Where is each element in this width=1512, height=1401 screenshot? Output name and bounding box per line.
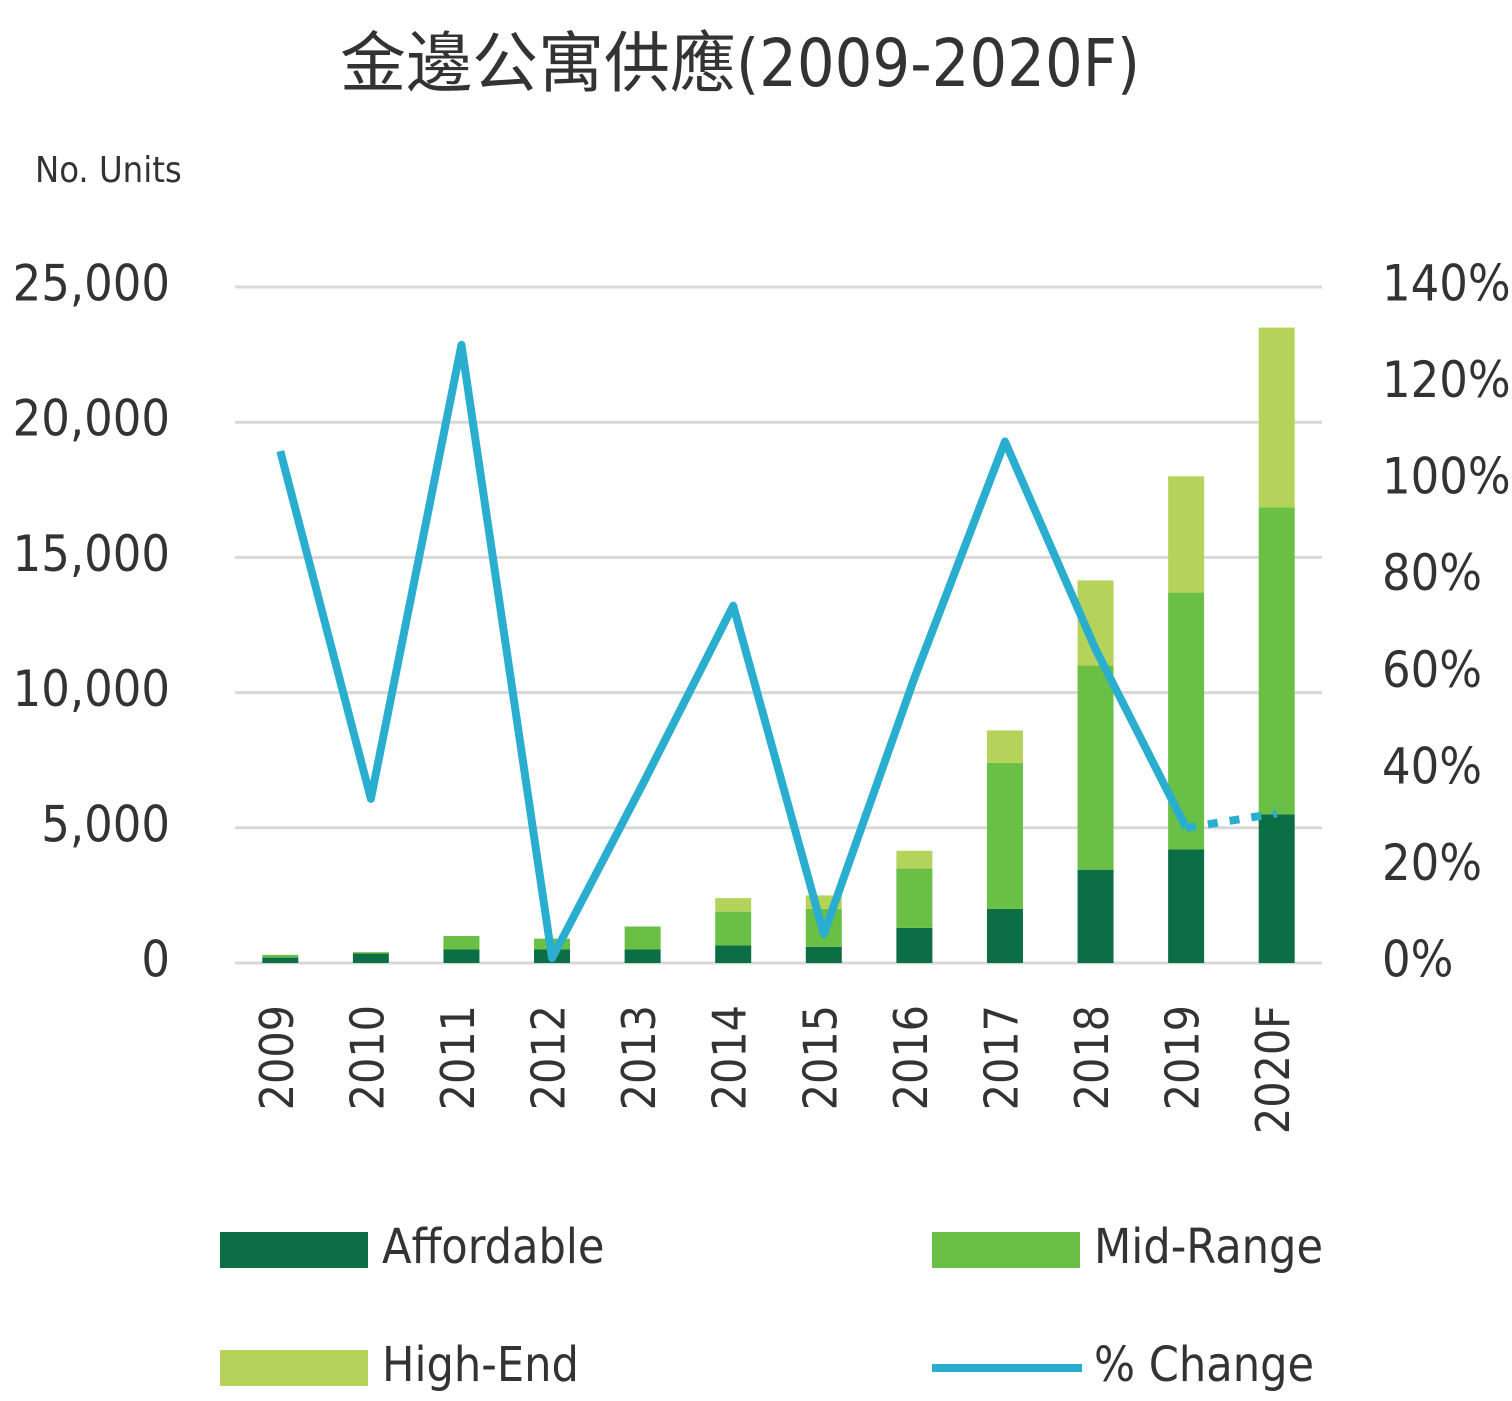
legend-label: % Change: [1094, 1337, 1314, 1393]
y-tick-label: 25,000: [13, 255, 170, 313]
y2-tick-label: 100%: [1382, 448, 1511, 506]
bar: [896, 850, 933, 869]
bar: [443, 949, 480, 963]
y-tick-label: 0: [141, 931, 170, 989]
x-tick-label: 2014: [703, 1005, 757, 1110]
x-tick-label: 2017: [974, 1005, 1028, 1110]
x-tick-label: 2019: [1156, 1005, 1210, 1110]
y2-tick-label: 20%: [1382, 834, 1482, 892]
x-tick-label: 2009: [250, 1005, 304, 1110]
x-tick-label: 2010: [340, 1005, 394, 1110]
bar: [986, 908, 1023, 963]
y-tick-label: 10,000: [13, 660, 170, 718]
bar: [1077, 869, 1114, 963]
bar: [1168, 849, 1205, 963]
y-tick-label: 15,000: [13, 525, 170, 583]
bar: [624, 949, 661, 963]
x-tick-label: 2012: [522, 1005, 576, 1110]
bar: [352, 953, 389, 963]
bar: [715, 898, 752, 912]
bar: [1258, 814, 1295, 963]
bar: [715, 945, 752, 963]
bar: [896, 927, 933, 963]
x-tick-label: 2016: [884, 1005, 938, 1110]
bar: [262, 954, 299, 958]
bar: [443, 935, 480, 950]
bar: [1168, 476, 1205, 593]
y2-tick-label: 60%: [1382, 641, 1482, 699]
legend-label: Mid-Range: [1094, 1219, 1323, 1275]
x-tick-label: 2018: [1065, 1005, 1119, 1110]
bar: [1077, 665, 1114, 870]
line-forecast: [1185, 809, 1278, 832]
bar: [1258, 327, 1295, 508]
legend-swatch: [220, 1350, 368, 1386]
x-tick-label: 2011: [431, 1005, 485, 1110]
line: [276, 340, 1190, 963]
legend-label: High-End: [382, 1337, 579, 1393]
y2-tick-label: 140%: [1382, 255, 1511, 313]
y2-tick-label: 0%: [1382, 931, 1453, 989]
bar: [624, 926, 661, 950]
bar: [1258, 507, 1295, 815]
bar: [896, 868, 933, 928]
y-axis-label: No. Units: [35, 150, 182, 191]
bar: [262, 957, 299, 963]
bar: [986, 730, 1023, 763]
x-tick-label: 2013: [612, 1005, 666, 1110]
bar: [805, 946, 842, 963]
chart-title: 金邊公寓供應(2009-2020F): [340, 25, 1140, 102]
bar: [715, 911, 752, 946]
legend-label: Affordable: [382, 1219, 604, 1275]
bar: [986, 762, 1023, 909]
y-tick-label: 5,000: [41, 795, 170, 853]
legend-swatch: [932, 1232, 1080, 1268]
x-tick-label: 2020F: [1246, 1005, 1300, 1134]
legend-swatch: [220, 1232, 368, 1268]
y2-tick-label: 120%: [1382, 351, 1511, 409]
bar: [352, 952, 389, 954]
y2-tick-label: 40%: [1382, 737, 1482, 795]
x-tick-label: 2015: [793, 1005, 847, 1110]
y2-tick-label: 80%: [1382, 544, 1482, 602]
y-tick-label: 20,000: [13, 390, 170, 448]
